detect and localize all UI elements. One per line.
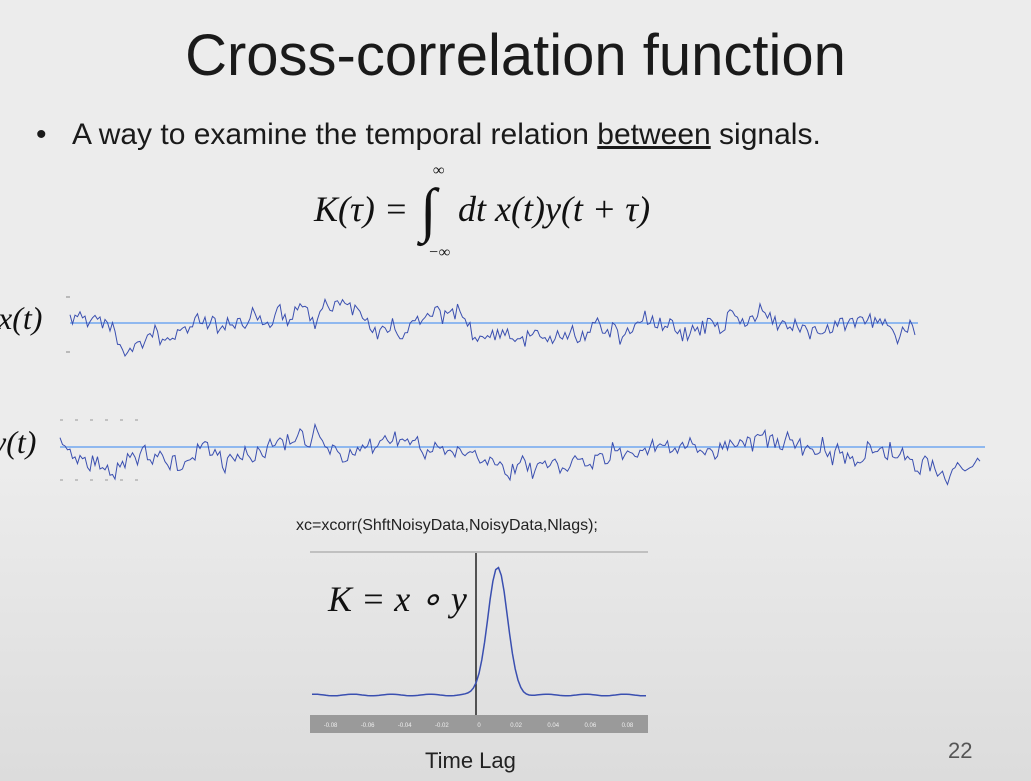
x-signal-trace	[69, 297, 916, 358]
slide-title: Cross-correlation function	[185, 23, 846, 88]
xcorr-curve	[312, 566, 646, 697]
bullet-text-prefix: A way to examine the temporal relation	[72, 118, 598, 151]
bullet-point: • A way to examine the temporal relation …	[36, 118, 821, 152]
integral-sign: ∫	[420, 177, 437, 243]
xcorr-tick-label: 0.06	[584, 723, 596, 729]
bullet-dot: •	[36, 118, 47, 151]
integral-upper-limit: ∞	[433, 162, 445, 179]
k-equation: K = x ∘ y	[328, 579, 467, 619]
xcorr-tick-label: -0.02	[435, 723, 449, 729]
xcorr-tick-band	[310, 715, 648, 733]
xcorr-tick-label: -0.04	[398, 723, 412, 729]
xcorr-code-line: xc=xcorr(ShftNoisyData,NoisyData,Nlags);	[296, 517, 598, 534]
equation-lhs: K(τ) =	[314, 189, 409, 229]
x-signal-label: x(t)	[0, 300, 43, 336]
xcorr-ticks: -0.08 -0.06 -0.04 -0.02 0 0.02 0.04 0.06 0.08	[324, 723, 634, 729]
xcorr-tick-label: 0	[477, 723, 481, 729]
integral-lower-limit: −∞	[428, 244, 451, 261]
bullet-text-suffix: signals.	[710, 118, 821, 151]
xcorr-tick-label: 0.04	[547, 723, 559, 729]
xcorr-tick-label: -0.06	[361, 723, 375, 729]
equation-integrand: dt x(t)y(t + τ)	[458, 189, 651, 229]
y-signal-trace	[59, 422, 981, 486]
xcorr-tick-label: -0.08	[324, 723, 338, 729]
y-signal-label: y(t)	[0, 424, 37, 460]
xcorr-tick-label: 0.08	[622, 723, 634, 729]
bullet-text-underlined: between	[597, 118, 711, 151]
xcorr-xlabel: Time Lag	[425, 748, 516, 773]
xcorr-tick-label: 0.02	[510, 723, 522, 729]
page-number: 22	[948, 738, 973, 763]
